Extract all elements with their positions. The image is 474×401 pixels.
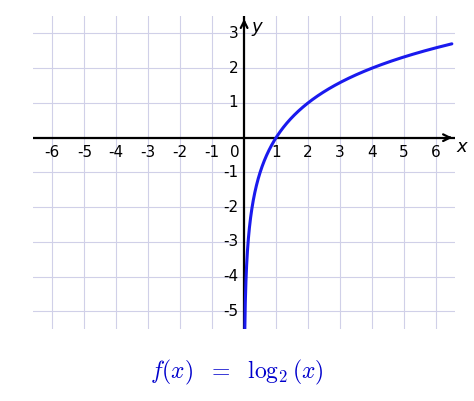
Text: -5: -5 <box>77 145 92 160</box>
Text: -2: -2 <box>223 200 238 215</box>
Text: 4: 4 <box>367 145 377 160</box>
Text: 5: 5 <box>399 145 409 160</box>
Text: 2: 2 <box>303 145 313 160</box>
Text: -2: -2 <box>173 145 188 160</box>
Text: $f(x) \ \ = \ \ \log_2(x)$: $f(x) \ \ = \ \ \log_2(x)$ <box>150 358 324 387</box>
Text: 3: 3 <box>335 145 345 160</box>
Text: 1: 1 <box>271 145 281 160</box>
Text: 2: 2 <box>229 61 238 76</box>
Text: -1: -1 <box>223 165 238 180</box>
Text: -4: -4 <box>109 145 124 160</box>
Text: 3: 3 <box>228 26 238 41</box>
Text: -4: -4 <box>223 269 238 284</box>
Text: -1: -1 <box>205 145 220 160</box>
Text: -6: -6 <box>45 145 60 160</box>
Text: 1: 1 <box>229 95 238 110</box>
Text: -5: -5 <box>223 304 238 319</box>
Text: -3: -3 <box>223 235 238 249</box>
Text: 6: 6 <box>431 145 441 160</box>
Text: x: x <box>456 138 467 156</box>
Text: y: y <box>251 18 262 36</box>
Text: -3: -3 <box>141 145 156 160</box>
Text: 0: 0 <box>230 145 239 160</box>
